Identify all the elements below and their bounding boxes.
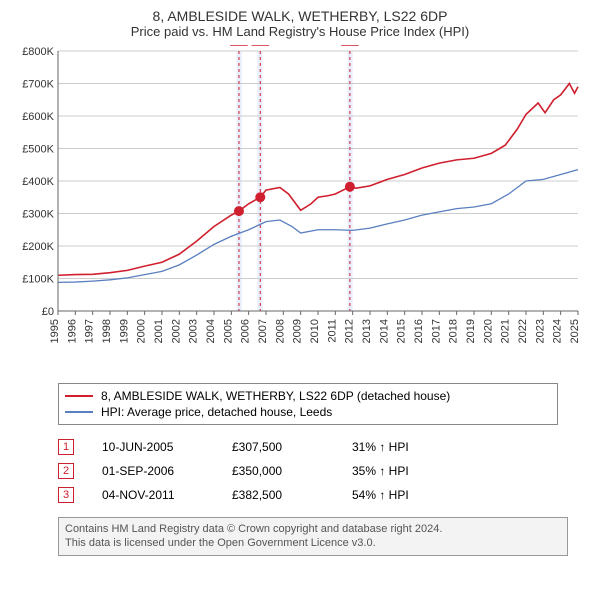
svg-text:1995: 1995 — [49, 319, 61, 343]
svg-text:2004: 2004 — [205, 319, 217, 343]
svg-text:£300K: £300K — [22, 209, 54, 221]
sale-marker: 3 — [58, 487, 74, 503]
svg-text:£100K: £100K — [22, 274, 54, 286]
svg-text:£500K: £500K — [22, 144, 54, 156]
svg-text:1998: 1998 — [101, 319, 113, 343]
svg-text:2020: 2020 — [482, 319, 494, 343]
sale-price: £307,500 — [232, 440, 352, 454]
sale-pct: 31% ↑ HPI — [352, 440, 472, 454]
chart-title: 8, AMBLESIDE WALK, WETHERBY, LS22 6DP — [12, 8, 588, 24]
footer-line-2: This data is licensed under the Open Gov… — [65, 536, 561, 550]
sale-price: £382,500 — [232, 488, 352, 502]
legend-item: HPI: Average price, detached house, Leed… — [65, 404, 551, 420]
svg-text:2017: 2017 — [430, 319, 442, 343]
svg-text:2002: 2002 — [170, 319, 182, 343]
svg-text:2024: 2024 — [552, 319, 564, 343]
svg-text:1997: 1997 — [84, 319, 96, 343]
svg-text:£600K: £600K — [22, 111, 54, 123]
chart-area: £0 £100K £200K £300K £400K £500K £600K £700K £80… — [12, 45, 588, 375]
svg-text:1999: 1999 — [118, 319, 130, 343]
legend: 8, AMBLESIDE WALK, WETHERBY, LS22 6DP (d… — [58, 383, 558, 425]
sale-row: 2 01-SEP-2006£350,00035% ↑ HPI — [58, 459, 588, 483]
svg-text:£700K: £700K — [22, 79, 54, 91]
sale-marker: 1 — [58, 439, 74, 455]
svg-text:2022: 2022 — [517, 319, 529, 343]
sale-pct: 35% ↑ HPI — [352, 464, 472, 478]
svg-text:2025: 2025 — [569, 319, 581, 343]
chart-subtitle: Price paid vs. HM Land Registry's House … — [12, 24, 588, 39]
svg-text:£800K: £800K — [22, 46, 54, 58]
svg-text:2000: 2000 — [136, 319, 148, 343]
legend-swatch — [65, 395, 93, 397]
sale-date: 10-JUN-2005 — [102, 440, 232, 454]
footer-line-1: Contains HM Land Registry data © Crown c… — [65, 522, 561, 536]
svg-text:2010: 2010 — [309, 319, 321, 343]
svg-text:2023: 2023 — [534, 319, 546, 343]
svg-text:2016: 2016 — [413, 319, 425, 343]
legend-label: HPI: Average price, detached house, Leed… — [101, 405, 332, 419]
chart-container: 8, AMBLESIDE WALK, WETHERBY, LS22 6DP Pr… — [0, 0, 600, 564]
svg-text:2019: 2019 — [465, 319, 477, 343]
svg-text:2015: 2015 — [396, 319, 408, 343]
sale-row: 1 10-JUN-2005£307,50031% ↑ HPI — [58, 435, 588, 459]
sale-pct: 54% ↑ HPI — [352, 488, 472, 502]
sale-marker: 2 — [58, 463, 74, 479]
svg-text:2005: 2005 — [222, 319, 234, 343]
legend-label: 8, AMBLESIDE WALK, WETHERBY, LS22 6DP (d… — [101, 389, 450, 403]
sale-row: 3 04-NOV-2011£382,50054% ↑ HPI — [58, 483, 588, 507]
svg-text:£400K: £400K — [22, 176, 54, 188]
svg-text:2021: 2021 — [500, 319, 512, 343]
svg-text:2009: 2009 — [292, 319, 304, 343]
svg-text:2001: 2001 — [153, 319, 165, 343]
legend-swatch — [65, 411, 93, 413]
svg-text:2008: 2008 — [274, 319, 286, 343]
svg-text:1996: 1996 — [66, 319, 78, 343]
svg-text:2012: 2012 — [344, 319, 356, 343]
sale-date: 04-NOV-2011 — [102, 488, 232, 502]
svg-text:2011: 2011 — [326, 319, 338, 343]
svg-text:2013: 2013 — [361, 319, 373, 343]
sales-table: 1 10-JUN-2005£307,50031% ↑ HPI 2 01-SEP-200… — [58, 435, 588, 507]
svg-text:2007: 2007 — [257, 319, 269, 343]
svg-text:2014: 2014 — [378, 319, 390, 343]
sale-date: 01-SEP-2006 — [102, 464, 232, 478]
sale-price: £350,000 — [232, 464, 352, 478]
svg-text:£200K: £200K — [22, 241, 54, 253]
attribution-footer: Contains HM Land Registry data © Crown c… — [58, 517, 568, 556]
legend-item: 8, AMBLESIDE WALK, WETHERBY, LS22 6DP (d… — [65, 388, 551, 404]
svg-text:£0: £0 — [42, 306, 54, 318]
svg-text:2006: 2006 — [240, 319, 252, 343]
price-chart: £0 £100K £200K £300K £400K £500K £600K £700K £80… — [12, 45, 588, 375]
svg-text:2003: 2003 — [188, 319, 200, 343]
svg-text:2018: 2018 — [448, 319, 460, 343]
